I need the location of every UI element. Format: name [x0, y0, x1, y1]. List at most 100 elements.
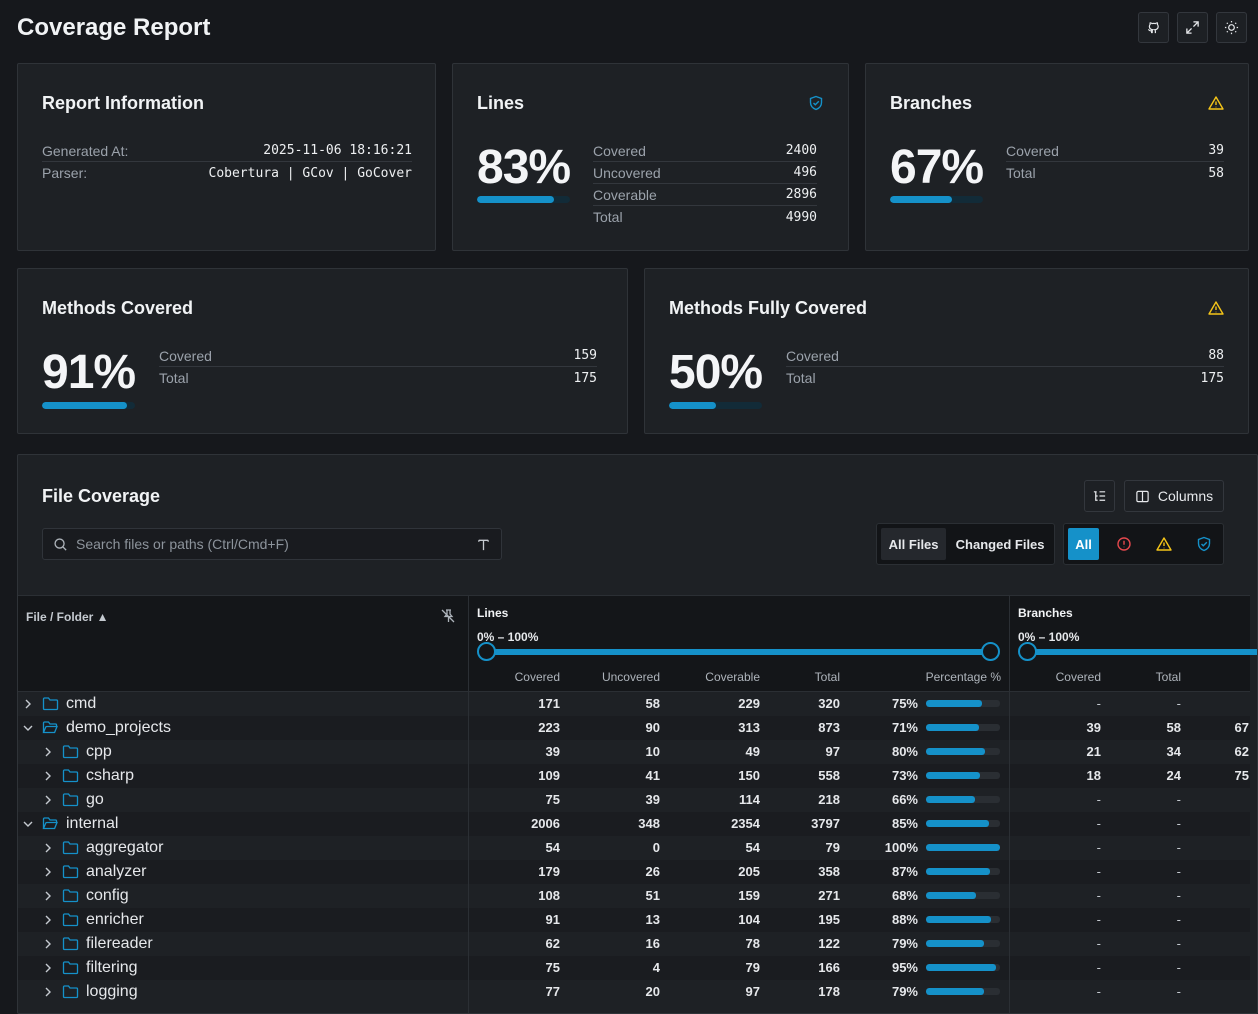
columns-button[interactable]: Columns: [1124, 480, 1224, 512]
tree-toggle-button[interactable]: [1084, 480, 1115, 512]
table-row[interactable]: enricher 91 13 104 195 88% - -: [18, 908, 1250, 932]
file-folder-header[interactable]: File / Folder ▲: [26, 610, 109, 624]
folder-name[interactable]: enricher: [86, 911, 144, 928]
col-lines-covered[interactable]: Covered: [514, 670, 560, 684]
table-row[interactable]: analyzer 179 26 205 358 87% - -: [18, 860, 1250, 884]
lines-range-max-handle[interactable]: [981, 642, 1000, 661]
table-header: File / Folder ▲ Lines 0% – 100% Covered …: [18, 595, 1257, 692]
branches-percent-cell: [1201, 884, 1249, 908]
table-row[interactable]: go 75 39 114 218 66% - -: [18, 788, 1250, 812]
fullscreen-button[interactable]: [1177, 12, 1208, 43]
table-row[interactable]: logging 77 20 97 178 79% - -: [18, 980, 1250, 1004]
lines-percent-bar: [926, 796, 1000, 803]
branches-covered-cell: -: [1096, 984, 1101, 999]
chevron-right-icon[interactable]: [42, 841, 54, 855]
folder-name[interactable]: aggregator: [86, 839, 164, 856]
stat-label: Total: [159, 370, 189, 386]
col-lines-percentage[interactable]: Percentage %: [925, 670, 1001, 684]
folder-name[interactable]: filereader: [86, 935, 153, 952]
folder-name[interactable]: go: [86, 791, 104, 808]
parser-label: Parser:: [42, 165, 88, 181]
lines-percent-bar: [926, 820, 1000, 827]
stat-label: Covered: [786, 347, 839, 364]
chevron-right-icon[interactable]: [42, 745, 54, 759]
lines-uncovered-cell: 26: [645, 864, 660, 879]
columns-icon: [1136, 490, 1149, 502]
stat-row: Covered 88: [786, 345, 1224, 367]
folder-name[interactable]: config: [86, 887, 129, 904]
folder-name[interactable]: cmd: [66, 695, 97, 712]
branches-percent-cell: [1201, 692, 1249, 716]
branches-range-min-handle[interactable]: [1018, 642, 1037, 661]
lines-uncovered-cell: 13: [645, 912, 660, 927]
lines-percent-cell: 71%: [891, 720, 918, 735]
search-box[interactable]: [42, 528, 502, 560]
folder-name[interactable]: demo_projects: [66, 719, 171, 736]
table-row[interactable]: demo_projects 223 90 313 873 71% 39 58 67: [18, 716, 1250, 740]
text-format-icon[interactable]: [476, 537, 491, 552]
chevron-right-icon[interactable]: [42, 937, 54, 951]
table-row[interactable]: filtering 75 4 79 166 95% - -: [18, 956, 1250, 980]
col-lines-coverable[interactable]: Coverable: [705, 670, 760, 684]
lines-percent-bar: [926, 700, 1000, 707]
chevron-right-icon[interactable]: [42, 865, 54, 879]
table-row[interactable]: cmd 171 58 229 320 75% - -: [18, 692, 1250, 716]
chevron-down-icon[interactable]: [22, 817, 34, 831]
search-input[interactable]: [76, 536, 476, 552]
col-lines-uncovered[interactable]: Uncovered: [601, 670, 660, 684]
lines-range-min-handle[interactable]: [477, 642, 496, 661]
branches-range-slider[interactable]: [1028, 649, 1257, 655]
branches-percent-cell: [1201, 836, 1249, 860]
chevron-right-icon[interactable]: [22, 697, 34, 711]
lines-percent-cell: 73%: [891, 768, 918, 783]
branches-total-cell: -: [1176, 888, 1181, 903]
lines-uncovered-cell: 90: [645, 720, 660, 735]
folder-icon: [62, 792, 79, 807]
unpin-icon[interactable]: [440, 608, 456, 624]
file-coverage-title: File Coverage: [42, 486, 161, 506]
filter-medium-button[interactable]: [1148, 528, 1179, 560]
report-information-card: Report Information Generated At: 2025-11…: [17, 63, 436, 251]
chevron-right-icon[interactable]: [42, 961, 54, 975]
methods-percent: 91%: [42, 346, 136, 399]
col-branches-total[interactable]: Total: [1155, 670, 1181, 684]
lines-coverable-cell: 104: [738, 912, 760, 927]
stat-row: Total 175: [786, 367, 1224, 389]
folder-name[interactable]: internal: [66, 815, 119, 832]
lines-coverable-cell: 114: [739, 792, 760, 807]
stat-row: Total 58: [1006, 162, 1224, 184]
theme-toggle-button[interactable]: [1216, 12, 1247, 43]
table-row[interactable]: config 108 51 159 271 68% - -: [18, 884, 1250, 908]
lines-total-cell: 218: [818, 792, 840, 807]
col-branches-covered[interactable]: Covered: [1055, 670, 1101, 684]
lines-range-slider[interactable]: [487, 649, 991, 655]
col-lines-total[interactable]: Total: [814, 670, 840, 684]
github-button[interactable]: [1138, 12, 1169, 43]
filter-all-button[interactable]: All: [1068, 528, 1099, 560]
folder-name[interactable]: filtering: [86, 959, 138, 976]
tab-all-files[interactable]: All Files: [881, 528, 947, 560]
filter-low-button[interactable]: [1108, 528, 1139, 560]
table-row[interactable]: cpp 39 10 49 97 80% 21 34 62: [18, 740, 1250, 764]
tab-changed-files[interactable]: Changed Files: [955, 536, 1045, 552]
lines-covered-cell: 171: [538, 696, 560, 711]
stat-row: Covered 159: [159, 345, 597, 367]
table-row[interactable]: csharp 109 41 150 558 73% 18 24 75: [18, 764, 1250, 788]
branches-percent-cell: [1201, 932, 1249, 956]
chevron-right-icon[interactable]: [42, 793, 54, 807]
table-row[interactable]: aggregator 54 0 54 79 100% - -: [18, 836, 1250, 860]
filter-high-button[interactable]: [1188, 528, 1219, 560]
folder-name[interactable]: logging: [86, 983, 138, 1000]
folder-name[interactable]: csharp: [86, 767, 135, 784]
folder-name[interactable]: cpp: [86, 743, 112, 760]
chevron-right-icon[interactable]: [42, 985, 54, 999]
folder-name[interactable]: analyzer: [86, 863, 147, 880]
table-row[interactable]: internal 2006 348 2354 3797 85% - -: [18, 812, 1250, 836]
chevron-down-icon[interactable]: [22, 721, 34, 735]
chevron-right-icon[interactable]: [42, 889, 54, 903]
folder-icon: [62, 960, 79, 975]
lines-progress-bar: [477, 196, 570, 203]
chevron-right-icon[interactable]: [42, 913, 54, 927]
table-row[interactable]: filereader 62 16 78 122 79% - -: [18, 932, 1250, 956]
chevron-right-icon[interactable]: [42, 769, 54, 783]
